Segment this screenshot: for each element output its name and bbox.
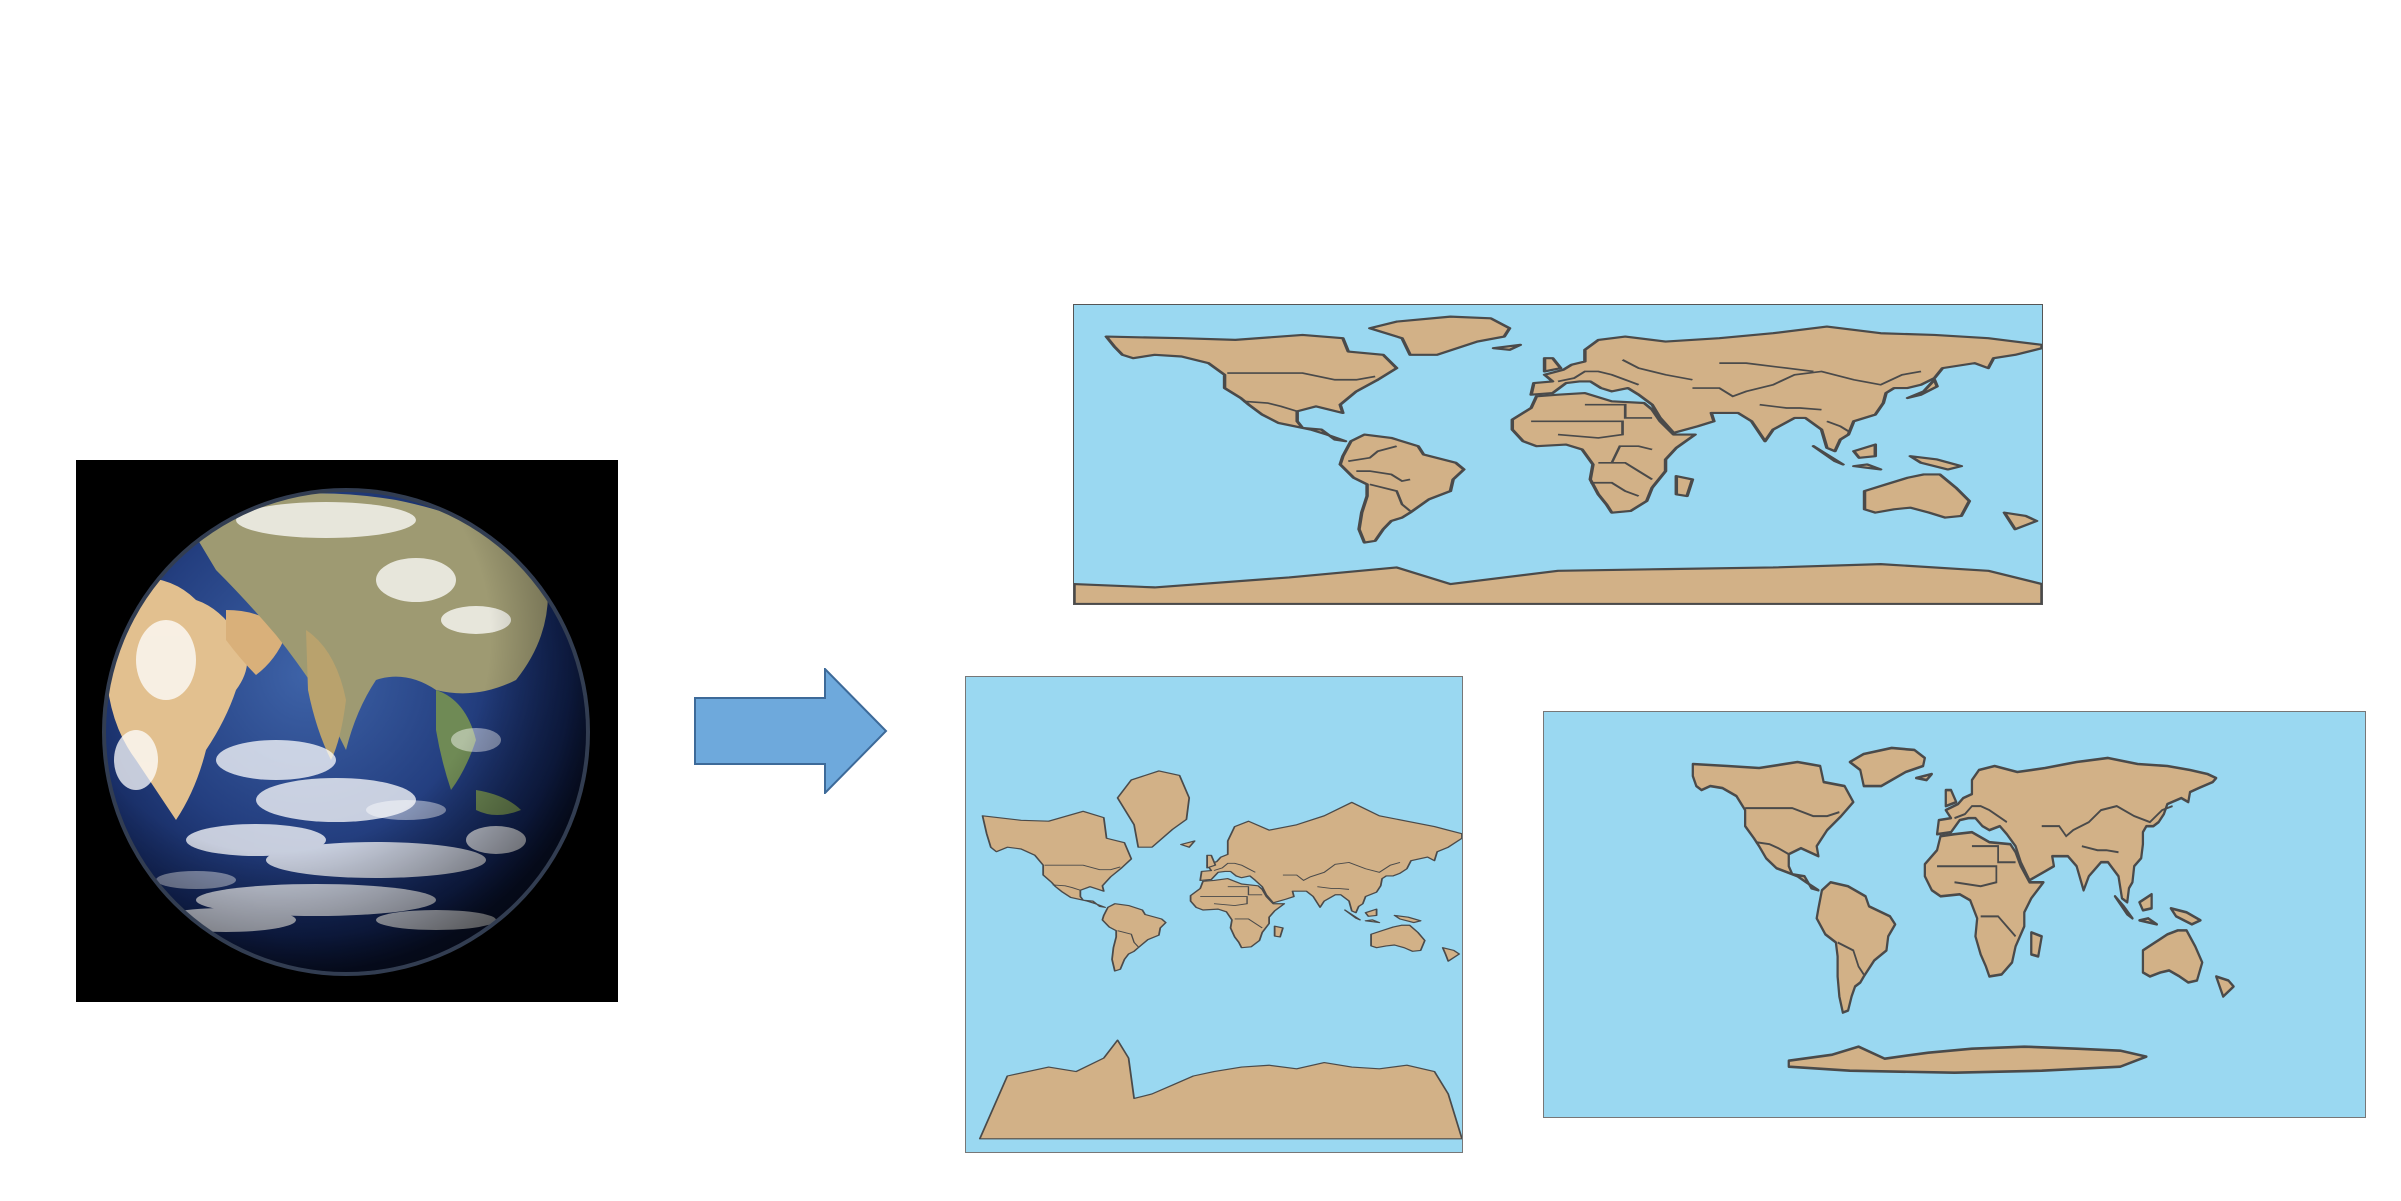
right-arrow-icon bbox=[694, 668, 888, 794]
earth-globe-image bbox=[76, 460, 618, 1002]
robinson-world-map bbox=[1543, 711, 2366, 1118]
world-landmasses bbox=[1074, 315, 2042, 604]
world-landmasses bbox=[978, 770, 1462, 1140]
mercator-world-map bbox=[965, 676, 1463, 1153]
equirectangular-world-map bbox=[1073, 304, 2043, 605]
world-landmasses bbox=[1691, 746, 2235, 1074]
earth-globe-illustration bbox=[102, 488, 590, 976]
